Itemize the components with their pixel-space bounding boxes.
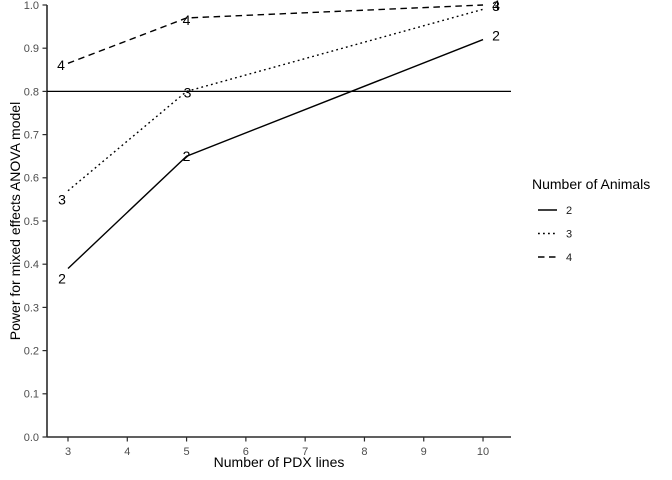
y-tick-label: 0.3 bbox=[24, 302, 39, 314]
y-tick-label: 0.4 bbox=[24, 259, 39, 271]
series-2-point-label: 2 bbox=[58, 270, 66, 286]
x-tick-label: 4 bbox=[124, 446, 130, 458]
y-axis-title: Power for mixed effects ANOVA model bbox=[7, 102, 23, 340]
y-tick-label: 0.9 bbox=[24, 43, 39, 55]
series-4-point-label: 4 bbox=[492, 0, 500, 13]
y-tick-label: 1.0 bbox=[24, 0, 39, 12]
y-tick-label: 0.7 bbox=[24, 129, 39, 141]
x-tick-label: 9 bbox=[421, 446, 427, 458]
x-tick-label: 7 bbox=[302, 446, 308, 458]
series-4-point-label: 4 bbox=[183, 12, 191, 28]
x-axis-title: Number of PDX lines bbox=[214, 454, 345, 470]
series-3-line bbox=[67, 8, 484, 192]
x-tick-label: 5 bbox=[184, 446, 190, 458]
series-4-point-label: 4 bbox=[57, 57, 65, 73]
legend-label-3: 3 bbox=[566, 228, 572, 240]
x-tick-label: 6 bbox=[243, 446, 249, 458]
x-tick-label: 8 bbox=[361, 446, 367, 458]
series-3-point-label: 3 bbox=[58, 192, 66, 208]
y-tick-label: 0.0 bbox=[24, 432, 39, 444]
legend-label-4: 4 bbox=[566, 252, 572, 264]
x-tick-label: 10 bbox=[477, 446, 489, 458]
series-3-point-label: 3 bbox=[184, 84, 192, 100]
series-4-line bbox=[67, 4, 484, 64]
legend-title: Number of Animals bbox=[532, 176, 650, 192]
series-2-point-label: 2 bbox=[492, 27, 500, 43]
series-3-point-label: 3 bbox=[492, 0, 500, 14]
y-tick-label: 0.1 bbox=[24, 389, 39, 401]
series-2-point-label: 2 bbox=[183, 148, 191, 164]
y-tick-label: 0.6 bbox=[24, 173, 39, 185]
x-tick-label: 3 bbox=[65, 446, 71, 458]
legend-label-2: 2 bbox=[566, 205, 572, 217]
y-tick-label: 0.5 bbox=[24, 216, 39, 228]
y-tick-label: 0.2 bbox=[24, 345, 39, 357]
series-2-line bbox=[67, 38, 484, 270]
y-tick-label: 0.8 bbox=[24, 86, 39, 98]
